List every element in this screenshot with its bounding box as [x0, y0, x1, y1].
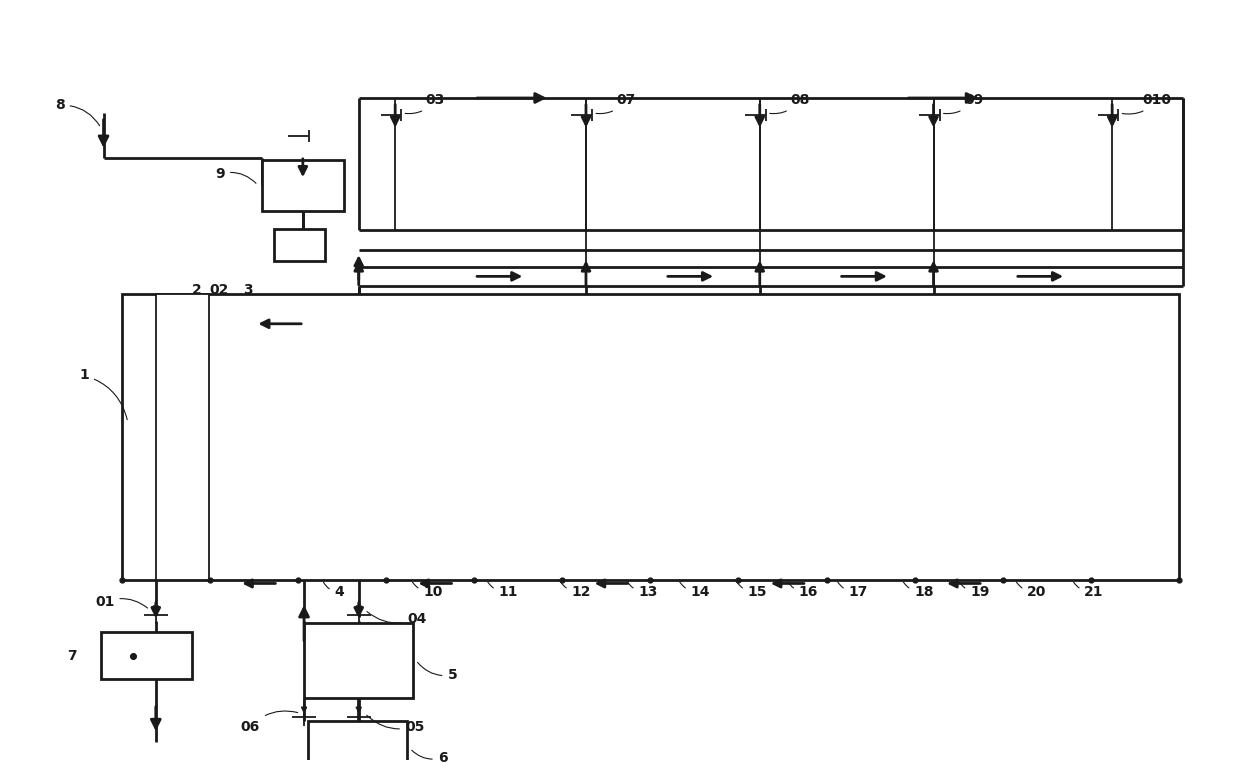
Text: 05: 05: [367, 715, 424, 733]
Text: 16: 16: [787, 582, 818, 599]
Text: 20: 20: [1017, 582, 1047, 599]
Text: 18: 18: [904, 582, 934, 599]
Text: 08: 08: [770, 93, 810, 114]
Text: 13: 13: [627, 582, 657, 599]
Text: 010: 010: [1122, 93, 1172, 114]
Text: 2: 2: [192, 283, 202, 297]
Bar: [156, 293, 210, 580]
Text: 01: 01: [95, 595, 148, 609]
Bar: [262, 160, 345, 211]
Text: 12: 12: [560, 582, 591, 599]
Text: 10: 10: [413, 582, 443, 599]
Bar: [308, 721, 407, 768]
Text: 09: 09: [944, 93, 983, 114]
Text: 15: 15: [737, 582, 768, 599]
Text: 07: 07: [596, 93, 636, 114]
Text: 14: 14: [680, 582, 711, 599]
Text: 04: 04: [367, 611, 427, 627]
Text: 03: 03: [405, 93, 445, 114]
Text: 21: 21: [1074, 582, 1104, 599]
Text: 3: 3: [243, 283, 253, 297]
Text: 8: 8: [55, 98, 99, 126]
Text: 5: 5: [418, 662, 458, 682]
Bar: [274, 229, 325, 261]
Bar: [304, 623, 413, 698]
Bar: [122, 293, 1179, 580]
Text: 19: 19: [960, 582, 990, 599]
Text: 02: 02: [210, 283, 228, 297]
Text: 4: 4: [324, 582, 345, 599]
Bar: [102, 632, 192, 679]
Text: 6: 6: [412, 750, 448, 765]
Text: 17: 17: [838, 582, 868, 599]
Text: 1: 1: [79, 369, 128, 419]
Text: 06: 06: [241, 711, 298, 733]
Text: 7: 7: [67, 649, 77, 663]
Text: 9: 9: [216, 167, 255, 184]
Text: 11: 11: [487, 582, 518, 599]
